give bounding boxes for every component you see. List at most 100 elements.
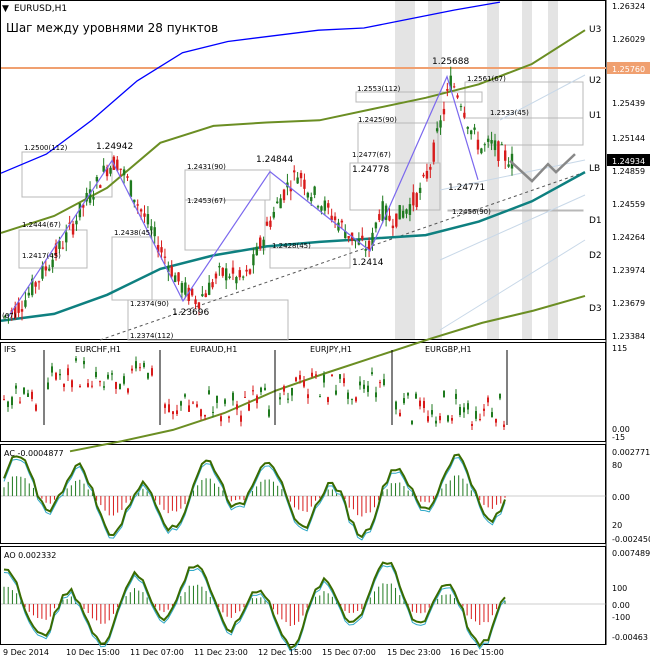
candle-body — [54, 243, 58, 257]
candle-body — [354, 239, 357, 242]
candle-body — [177, 272, 180, 282]
price-tick: 1.25439 — [612, 99, 645, 108]
candle-body — [78, 203, 82, 218]
ifs-candle-body — [363, 384, 365, 389]
level-label-u1: U1 — [589, 111, 601, 121]
time-tick: 15 Dec 23:00 — [387, 648, 441, 657]
chart-title: Шаг между уровнями 28 пунктов — [6, 21, 218, 35]
ifs-candle-body — [111, 373, 113, 375]
ifs-candle-body — [35, 404, 37, 411]
orange-price-tag — [607, 62, 650, 74]
ifs-candle-body — [119, 384, 121, 390]
ao-panel-border — [0, 546, 606, 645]
ifs-candle-body — [447, 415, 449, 422]
ifs-candle-body — [419, 400, 421, 407]
candle-body — [476, 139, 480, 150]
ifs-candle-body — [499, 393, 501, 399]
ifs-candle-body — [236, 404, 238, 410]
swing-label: 1.24942 — [96, 142, 133, 152]
candle-body — [473, 127, 476, 130]
ifs-pair-label: EURJPY,H1 — [310, 345, 352, 354]
candle-body — [282, 189, 286, 201]
ac-signal-line — [3, 457, 506, 541]
candle-body — [17, 302, 20, 313]
ifs-candle-body — [491, 412, 493, 418]
ac-scale-tick: 20 — [612, 521, 622, 530]
ao-indicator — [1, 561, 606, 652]
candle-body — [401, 210, 405, 218]
ifs-candle-body — [299, 375, 301, 380]
candle-body — [442, 108, 446, 115]
ifs-candle-body — [327, 397, 329, 403]
ifs-candle-body — [423, 401, 425, 409]
dashed-trendline[interactable] — [99, 171, 586, 341]
ifs-candle-body — [475, 411, 477, 419]
candle-body — [289, 187, 293, 192]
candle-body — [272, 211, 276, 218]
candle-body — [109, 167, 112, 174]
ifs-candle-body — [27, 393, 29, 397]
candle-body — [194, 299, 197, 305]
price-tick: 1.24859 — [612, 167, 645, 176]
ifs-candle-body — [303, 380, 305, 387]
ifs-pair-label: EURCHF,H1 — [75, 345, 121, 354]
ifs-candle-body — [168, 404, 170, 413]
ifs-candle-body — [47, 382, 49, 390]
candle-body — [201, 294, 204, 297]
candle-body — [85, 192, 88, 202]
ifs-candle-body — [95, 371, 97, 377]
candle-body — [347, 235, 350, 239]
level-label-d3: D3 — [589, 304, 602, 314]
candle-body — [27, 292, 31, 296]
ifs-labels: IFS EURCHF,H1 EURAUD,H1 EURJPY,H1 EURGBP… — [4, 344, 630, 442]
ao-scale-tick: 0.007489 — [612, 549, 650, 558]
price-tick: 1.23384 — [612, 332, 645, 341]
box-label: 1.2374(90) — [130, 300, 169, 308]
candle-body — [228, 276, 231, 278]
ifs-candle-body — [224, 399, 226, 404]
symbol-chevron-icon[interactable]: ▼ — [2, 4, 9, 14]
candle-body — [197, 302, 201, 309]
ifs-candle-body — [232, 392, 234, 401]
candle-body — [163, 256, 167, 258]
candle-body — [483, 144, 486, 146]
zigzag-group — [7, 74, 479, 318]
candle-body — [313, 186, 316, 195]
ac-panel-border — [0, 444, 606, 544]
ac-panel-label: AC -0.0004877 — [4, 449, 64, 458]
candle-body — [170, 266, 173, 277]
candle-body — [65, 232, 68, 243]
level-label-u3: U3 — [589, 25, 601, 35]
ifs-candles — [3, 356, 505, 430]
ao-panel-label: AO 0.002332 — [4, 551, 56, 560]
candle-body — [323, 200, 327, 211]
candle-body — [184, 282, 187, 295]
candle-body — [303, 179, 306, 189]
ifs-candle-body — [55, 372, 57, 380]
candle-body — [34, 282, 37, 287]
candle-body — [374, 222, 378, 229]
ifs-candle-body — [83, 360, 85, 365]
candle-body — [435, 128, 439, 132]
ifs-candle-body — [371, 372, 373, 375]
ifs-candle-body — [335, 390, 337, 395]
ifs-candle-body — [439, 415, 441, 421]
time-tick: 9 Dec 2014 — [3, 648, 49, 657]
swing-label: 1.24771 — [448, 183, 485, 193]
ifs-candle-body — [91, 385, 93, 387]
candle-body — [31, 278, 34, 296]
level-label-d1: D1 — [589, 216, 602, 226]
ifs-candle-body — [75, 358, 77, 361]
ifs-candle-body — [467, 403, 469, 410]
candle-body — [245, 269, 248, 272]
price-tick: 1.23974 — [612, 266, 645, 275]
box-label: 1.2438(45) — [114, 229, 153, 237]
ac-scale-tick: 0.00 — [612, 493, 630, 502]
candle-body — [153, 227, 156, 237]
candle-body — [452, 86, 456, 88]
candle-body — [71, 223, 75, 235]
price-scale-background — [606, 0, 650, 645]
candle-body — [58, 240, 61, 249]
ifs-candle-body — [31, 391, 33, 399]
